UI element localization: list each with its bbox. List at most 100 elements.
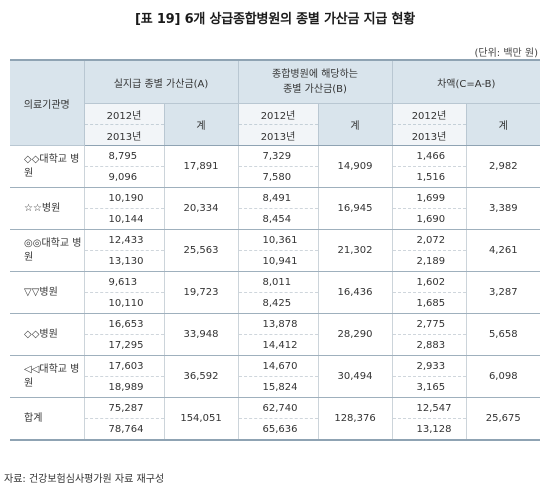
table-row: ◇◇병원 16,653 33,948 13,878 28,290 2,775 5,658 <box>10 313 541 356</box>
value-a-2012: 8,795 <box>83 145 164 167</box>
value-b-2013: 10,941 <box>237 250 319 272</box>
institution-name: 합계 <box>10 397 84 441</box>
header-year-2013: 2013년 <box>391 124 467 146</box>
table-title: [표 19] 6개 상급종합병원의 종별 가산금 지급 현황 <box>135 12 415 27</box>
header-year-2013: 2013년 <box>237 124 319 146</box>
value-b-total: 16,945 <box>317 187 393 230</box>
value-c-2012: 2,933 <box>391 355 467 377</box>
value-c-2012: 2,775 <box>391 313 467 335</box>
value-a-2013: 10,110 <box>83 292 164 314</box>
value-c-2013: 1,685 <box>391 292 467 314</box>
value-c-total: 3,389 <box>465 187 541 230</box>
institution-name: ◇◇대학교 병원 <box>10 145 84 188</box>
table-row: 9,096 7,580 1,516 <box>10 166 540 188</box>
value-c-2012: 1,466 <box>391 145 467 167</box>
value-c-total: 3,287 <box>465 271 541 314</box>
value-c-2013: 2,189 <box>391 250 467 272</box>
institution-name: ☆☆병원 <box>10 187 84 230</box>
unit-label: (단위: 백만 원) <box>474 48 538 59</box>
value-a-2012: 9,613 <box>83 271 164 293</box>
value-c-2012: 1,699 <box>391 187 467 209</box>
value-b-total: 14,909 <box>317 145 393 188</box>
value-c-2013: 1,516 <box>391 166 467 188</box>
value-b-2013: 8,425 <box>237 292 319 314</box>
value-c-2012: 2,072 <box>391 229 467 251</box>
table-body: ◇◇대학교 병원 8,795 17,891 7,329 14,909 1,466 2,982… <box>10 145 541 441</box>
value-a-total: 36,592 <box>163 355 239 398</box>
value-c-total: 5,658 <box>465 313 541 356</box>
value-a-2013: 10,144 <box>83 208 164 230</box>
value-b-total: 128,376 <box>317 397 393 441</box>
header-year-2013: 2013년 <box>83 124 164 146</box>
value-c-total: 4,261 <box>465 229 541 272</box>
value-a-2012: 17,603 <box>83 355 164 377</box>
value-a-2012: 10,190 <box>83 187 164 209</box>
value-b-2012: 7,329 <box>237 145 319 167</box>
institution-name: ▽▽병원 <box>10 271 84 314</box>
value-b-2013: 65,636 <box>237 418 319 441</box>
header-col-b: 종합병원에 해당하는 종별 가산금(B) <box>237 59 393 104</box>
header-total: 계 <box>317 103 393 146</box>
value-a-2013: 78,764 <box>83 418 164 441</box>
header-year-2012: 2012년 <box>83 103 164 125</box>
value-b-2012: 8,491 <box>237 187 319 209</box>
value-c-2012: 12,547 <box>391 397 467 419</box>
table-row: 18,989 15,824 3,165 <box>10 376 540 398</box>
institution-name: ◁◁대학교 병원 <box>10 355 84 398</box>
value-a-2013: 9,096 <box>83 166 164 188</box>
value-b-2012: 8,011 <box>237 271 319 293</box>
value-b-2013: 15,824 <box>237 376 319 398</box>
table-row: 13,130 10,941 2,189 <box>10 250 540 272</box>
value-c-total: 25,675 <box>465 397 541 441</box>
table-row: 10,144 8,454 1,690 <box>10 208 540 230</box>
value-c-2013: 13,128 <box>391 418 467 441</box>
value-a-2013: 17,295 <box>83 334 164 356</box>
table-row: ◎◎대학교 병원 12,433 25,563 10,361 21,302 2,072 4,2… <box>10 229 541 272</box>
value-c-total: 2,982 <box>465 145 541 188</box>
header-col-c: 차액(C=A-B) <box>391 59 541 104</box>
value-b-2012: 13,878 <box>237 313 319 335</box>
table-row: ◇◇대학교 병원 8,795 17,891 7,329 14,909 1,466 2,982 <box>10 145 541 188</box>
table-row: 17,295 14,412 2,883 <box>10 334 540 356</box>
value-a-2012: 75,287 <box>83 397 164 419</box>
header-year-2012: 2012년 <box>391 103 467 125</box>
value-b-2012: 14,670 <box>237 355 319 377</box>
source-note: 자료: 건강보험심사평가원 자료 재구성 <box>4 474 165 485</box>
value-a-total: 19,723 <box>163 271 239 314</box>
value-b-total: 30,494 <box>317 355 393 398</box>
institution-name: ◇◇병원 <box>10 313 84 356</box>
table-row: 78,764 65,636 13,128 <box>10 418 540 441</box>
value-c-2013: 3,165 <box>391 376 467 398</box>
header-institution: 의료기관명 <box>10 59 84 146</box>
value-a-2013: 13,130 <box>83 250 164 272</box>
value-b-2013: 8,454 <box>237 208 319 230</box>
value-a-total: 154,051 <box>163 397 239 441</box>
value-c-2013: 1,690 <box>391 208 467 230</box>
value-a-total: 25,563 <box>163 229 239 272</box>
value-c-2012: 1,602 <box>391 271 467 293</box>
header-col-a: 실지급 종별 가산금(A) <box>83 59 239 104</box>
header-total: 계 <box>465 103 541 146</box>
table-row: ◁◁대학교 병원 17,603 36,592 14,670 30,494 2,933 6,0… <box>10 355 541 398</box>
value-b-total: 28,290 <box>317 313 393 356</box>
institution-name: ◎◎대학교 병원 <box>10 229 84 272</box>
value-a-total: 20,334 <box>163 187 239 230</box>
value-b-2012: 62,740 <box>237 397 319 419</box>
table-row: 10,110 8,425 1,685 <box>10 292 540 314</box>
value-a-2013: 18,989 <box>83 376 164 398</box>
table-row: ▽▽병원 9,613 19,723 8,011 16,436 1,602 3,287 <box>10 271 541 314</box>
value-c-total: 6,098 <box>465 355 541 398</box>
value-b-total: 21,302 <box>317 229 393 272</box>
value-b-2013: 14,412 <box>237 334 319 356</box>
bonus-table: 의료기관명 실지급 종별 가산금(A) 종합병원에 해당하는 종별 가산금(B)… <box>10 59 541 441</box>
value-b-2013: 7,580 <box>237 166 319 188</box>
value-a-2012: 12,433 <box>83 229 164 251</box>
value-a-total: 33,948 <box>163 313 239 356</box>
value-b-total: 16,436 <box>317 271 393 314</box>
table-row: 합계 75,287 154,051 62,740 128,376 12,547 25,675 <box>10 397 541 441</box>
header-total: 계 <box>163 103 239 146</box>
value-a-2012: 16,653 <box>83 313 164 335</box>
value-a-total: 17,891 <box>163 145 239 188</box>
table-row: ☆☆병원 10,190 20,334 8,491 16,945 1,699 3,389 <box>10 187 541 230</box>
header-year-2012: 2012년 <box>237 103 319 125</box>
